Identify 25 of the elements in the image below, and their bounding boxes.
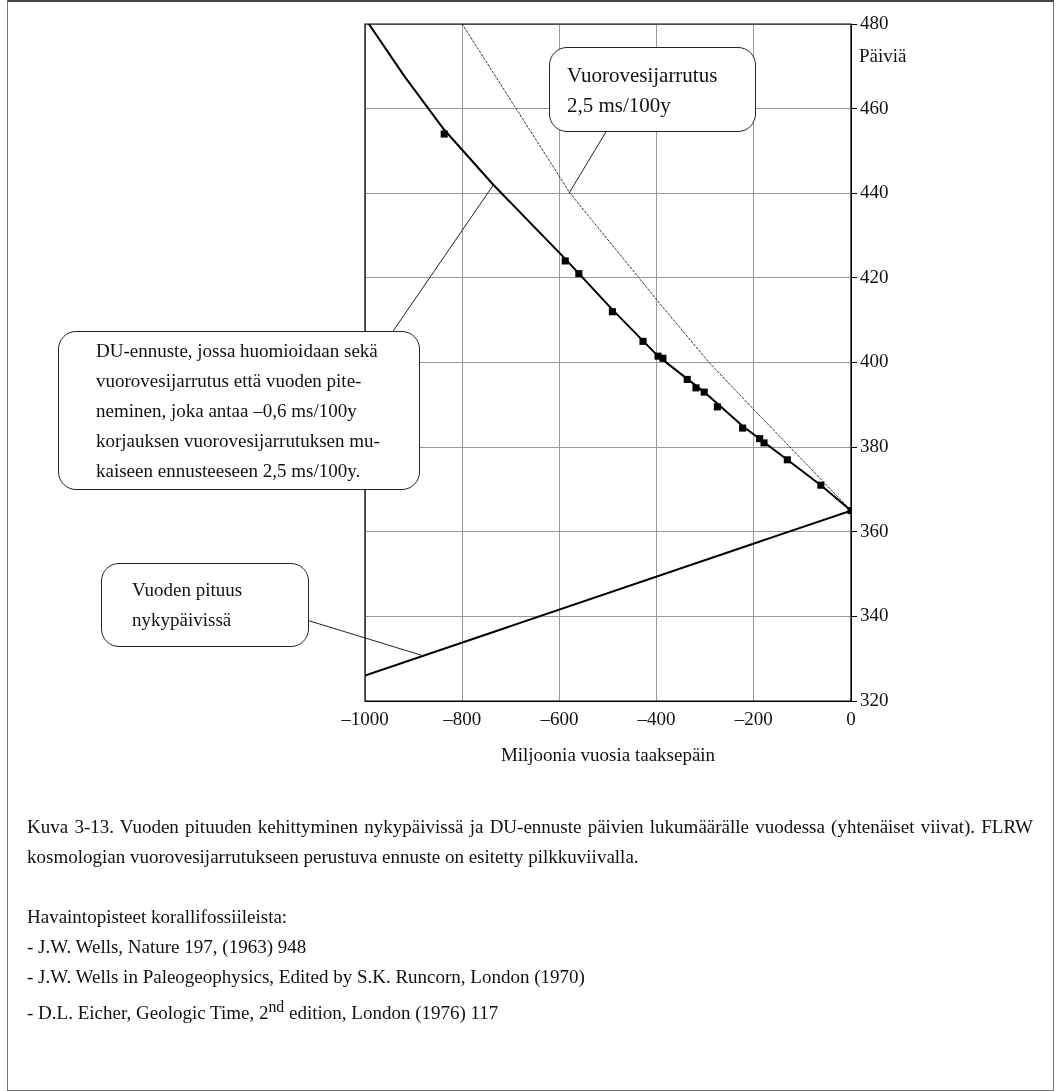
text: Havaintopisteet korallifossiileista: xyxy=(27,905,289,929)
y-tick-label: 320 xyxy=(860,688,889,710)
y-axis-title: Päiviä xyxy=(859,45,908,66)
x-tick-label: –800 xyxy=(442,708,482,730)
annotation: DU-ennuste, jossa huomioidaan sekä vuorovesijarrutus että vuoden pite- neminen, joka antaa –0,6 ms/100y korjauksen vuorovesijarrutuksen mu- kaiseen ennusteeseen 2,5 ms/100y. xyxy=(96,338,381,483)
text: Kuva 3-13. Vuoden pituuden kehittyminen nykypäivissä ja DU-ennuste päivien lukumäärälle vuodessa (yhtenäiset viivat). FLRW kosmologian vuorovesijarrutukseen perustuva ennuste on esitetty pilkkuviivalla. xyxy=(27,815,1033,869)
y-tick-label: 340 xyxy=(860,604,889,626)
x-tick-label: 0 xyxy=(846,708,856,730)
y-tick-label: 420 xyxy=(860,265,889,287)
x-tick-label: –400 xyxy=(636,708,676,730)
text: - J.W. Wells in Paleogeophysics, Edited by S.K. Runcorn, London (1970) xyxy=(27,965,586,989)
y-tick-label: 480 xyxy=(860,11,889,33)
x-tick-label: –200 xyxy=(733,708,773,730)
x-tick-label: –600 xyxy=(539,708,579,730)
y-tick-label: 360 xyxy=(860,519,889,541)
y-tick-label: 400 xyxy=(860,350,889,372)
text: - J.W. Wells, Nature 197, (1963) 948 xyxy=(27,935,308,959)
annotation: Vuorovesijarrutus 2,5 ms/100y xyxy=(567,61,719,119)
y-tick-label: 440 xyxy=(860,181,889,203)
text: - D.L. Eicher, Geologic Time, 2$^{nd}$ edition, London (1976) 117 xyxy=(27,997,500,1026)
x-tick-label: –1000 xyxy=(340,708,389,730)
annotation: Vuoden pituus nykypäivissä xyxy=(132,578,244,632)
y-tick-label: 380 xyxy=(860,435,889,457)
x-axis-title: Miljoonia vuosia taaksepäin xyxy=(500,743,716,765)
y-tick-label: 460 xyxy=(860,96,889,118)
